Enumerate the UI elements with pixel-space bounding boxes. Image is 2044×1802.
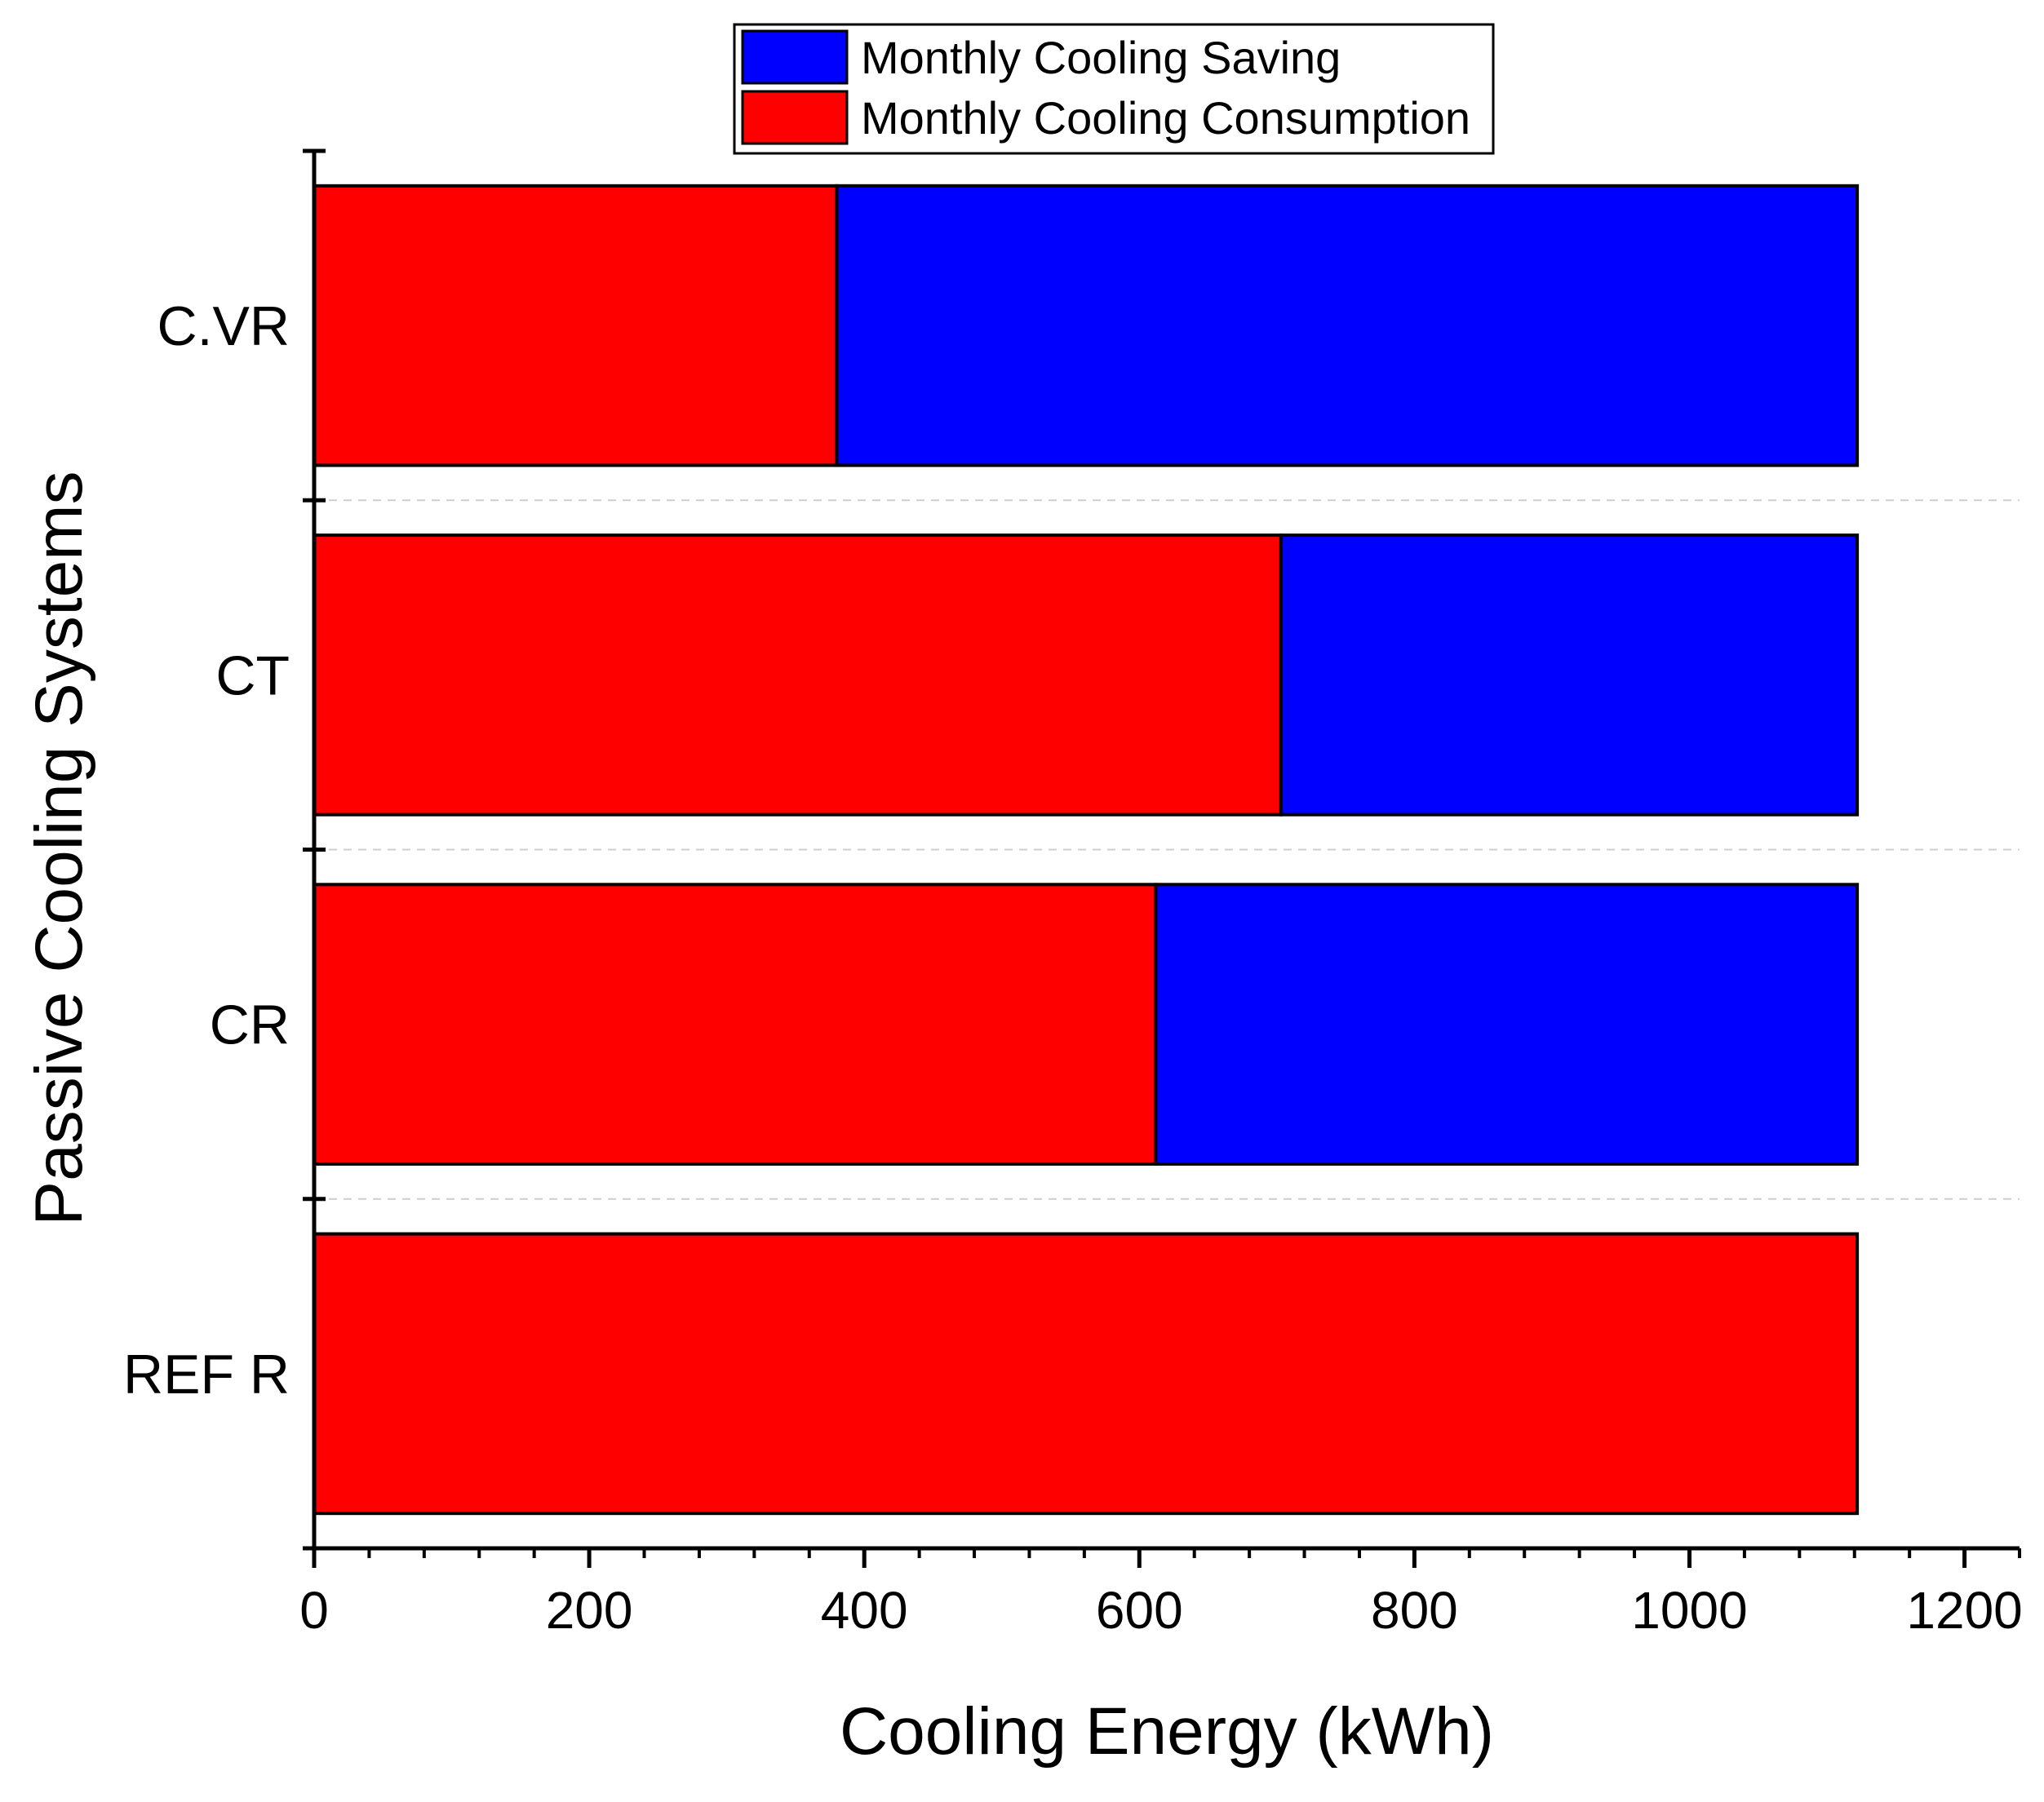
legend-label: Monthly Cooling Consumption xyxy=(861,92,1470,144)
x-tick-label: 800 xyxy=(1371,1581,1458,1640)
y-tick-label: CR xyxy=(210,994,290,1056)
y-tick-label: REF R xyxy=(123,1344,290,1406)
bar-ct-series-0 xyxy=(313,534,1283,817)
legend-box xyxy=(733,23,1495,155)
legend-swatch xyxy=(741,29,849,85)
x-tick-label: 600 xyxy=(1096,1581,1183,1640)
grid-layer xyxy=(314,499,2020,1200)
y-tick-label: CT xyxy=(215,644,290,706)
axes-layer: C.VR CT CR REF R 0 200 400 600 800 1000 1200 xyxy=(123,148,2023,1640)
legend: Monthly Cooling Saving Monthly Cooling Co… xyxy=(733,23,1495,155)
bars-layer xyxy=(313,184,1860,1516)
x-tick-label: 0 xyxy=(299,1581,329,1640)
bar-c-vr-series-0 xyxy=(313,184,839,467)
x-tick-label: 1000 xyxy=(1631,1581,1747,1640)
bar-cr-series-0 xyxy=(313,883,1158,1166)
legend-swatch xyxy=(741,90,849,145)
bar-ref-r-series-0 xyxy=(313,1232,1860,1516)
bar-ct-series-1 xyxy=(1279,534,1860,817)
x-tick-label: 1200 xyxy=(1906,1581,2022,1640)
bar-cr-series-1 xyxy=(1154,883,1860,1166)
x-axis-title: Cooling Energy (kWh) xyxy=(840,1694,1494,1769)
y-axis-title: Passive Cooling Systems xyxy=(22,471,96,1225)
y-tick-label: C.VR xyxy=(157,295,290,357)
legend-label: Monthly Cooling Saving xyxy=(861,32,1341,83)
x-tick-label: 200 xyxy=(546,1581,633,1640)
bar-c-vr-series-1 xyxy=(835,184,1860,467)
x-tick-label: 400 xyxy=(821,1581,908,1640)
